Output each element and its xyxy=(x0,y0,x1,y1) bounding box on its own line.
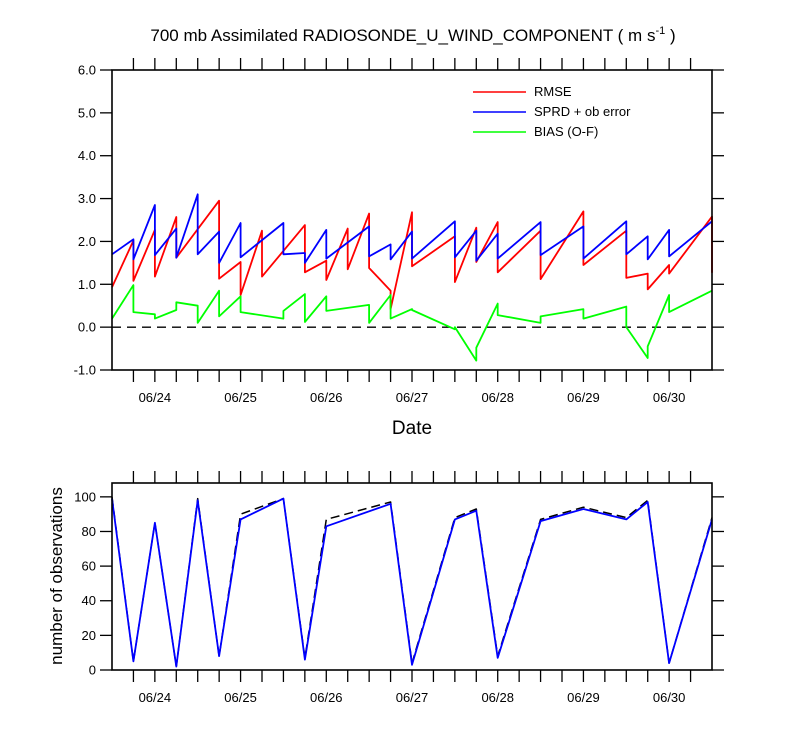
bottom-y-tick-label: 20 xyxy=(82,628,96,643)
legend-label-bias: BIAS (O-F) xyxy=(534,124,598,139)
top-y-tick-label: 4.0 xyxy=(78,148,96,163)
top-x-tick-label: 06/25 xyxy=(224,390,257,405)
bottom-y-tick-label: 80 xyxy=(82,524,96,539)
top-x-tick-label: 06/30 xyxy=(653,390,686,405)
bottom-x-tick-label: 06/30 xyxy=(653,690,686,705)
chart-title-superscript: -1 xyxy=(655,25,665,37)
top-x-tick-label: 06/27 xyxy=(396,390,429,405)
chart-title: 700 mb Assimilated RADIOSONDE_U_WIND_COM… xyxy=(150,25,675,45)
bottom-x-tick-label: 06/27 xyxy=(396,690,429,705)
legend: RMSE SPRD + ob error BIAS (O-F) xyxy=(473,84,631,139)
bottom-series-line-1 xyxy=(111,497,713,668)
bottom-plot-frame xyxy=(111,482,713,671)
top-x-tick-label: 06/29 xyxy=(567,390,600,405)
bottom-x-tick-label: 06/24 xyxy=(139,690,172,705)
top-y-tick-label: 3.0 xyxy=(78,191,96,206)
bottom-x-tick-label: 06/29 xyxy=(567,690,600,705)
top-x-tick-label: 06/24 xyxy=(139,390,172,405)
bottom-y-tick-label: 60 xyxy=(82,559,96,574)
chart-title-main: 700 mb Assimilated RADIOSONDE_U_WIND_COM… xyxy=(150,26,655,45)
top-y-tick-label: 2.0 xyxy=(78,234,96,249)
bottom-x-tick-label: 06/25 xyxy=(224,690,257,705)
bottom-y-tick-label: 40 xyxy=(82,593,96,608)
chart-title-suffix: ) xyxy=(665,26,675,45)
bottom-series-group xyxy=(111,496,713,668)
top-series-line-1 xyxy=(111,193,713,264)
top-y-tick-label: -1.0 xyxy=(74,363,96,378)
top-y-tick-label: 0.0 xyxy=(78,320,96,335)
bottom-y-tick-label: 100 xyxy=(74,489,96,504)
bottom-series-line-0 xyxy=(111,496,713,668)
bottom-y-tick-label: 0 xyxy=(89,663,96,678)
top-y-tick-label: 6.0 xyxy=(78,63,96,78)
top-series-line-2 xyxy=(111,284,713,362)
top-x-axis-label: Date xyxy=(392,418,432,439)
top-series-group xyxy=(111,193,713,362)
top-y-tick-label: 5.0 xyxy=(78,105,96,120)
bottom-axes xyxy=(100,471,724,682)
top-x-tick-label: 06/28 xyxy=(481,390,514,405)
top-x-tick-label: 06/26 xyxy=(310,390,343,405)
bottom-x-tick-label: 06/28 xyxy=(481,690,514,705)
bottom-y-axis-label: number of observations xyxy=(47,487,66,665)
top-tick-labels: -1.0 0.0 1.0 2.0 3.0 4.0 5.0 6.0 06/24 06/25 06/26… xyxy=(74,63,686,406)
bottom-tick-labels: 0 20 40 60 80 100 06/24 06/25 06/26 06/27 06/28 06/… xyxy=(74,489,685,705)
bottom-x-tick-label: 06/26 xyxy=(310,690,343,705)
legend-label-sprd: SPRD + ob error xyxy=(534,104,631,119)
top-axes xyxy=(100,58,724,382)
top-y-tick-label: 1.0 xyxy=(78,277,96,292)
legend-label-rmse: RMSE xyxy=(534,84,572,99)
